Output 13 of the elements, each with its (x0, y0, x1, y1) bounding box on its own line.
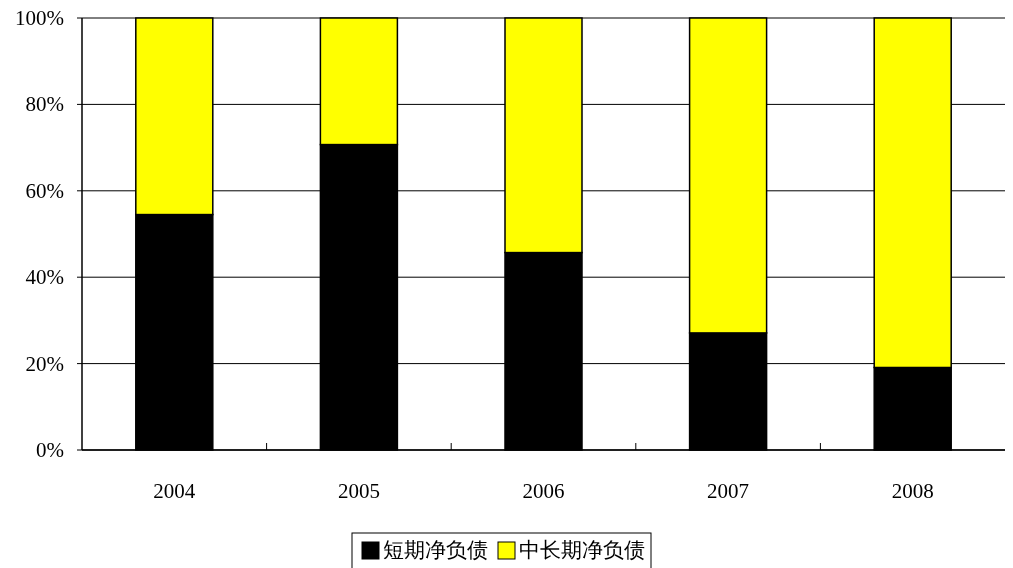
x-tick-label: 2004 (153, 479, 196, 503)
legend-label: 短期净负债 (383, 538, 488, 562)
x-tick-label: 2007 (707, 479, 750, 503)
y-tick-label: 20% (25, 351, 64, 376)
y-tick-label: 80% (25, 92, 64, 117)
x-tick-label: 2008 (891, 479, 934, 503)
x-tick-label: 2005 (337, 479, 380, 503)
y-tick-label: 0% (36, 438, 64, 462)
y-tick-label: 40% (25, 265, 64, 290)
legend-label: 中长期净负债 (519, 538, 645, 562)
y-tick-label: 100% (15, 6, 64, 30)
y-tick-label: 60% (25, 178, 64, 203)
x-tick-label: 2006 (522, 479, 565, 503)
